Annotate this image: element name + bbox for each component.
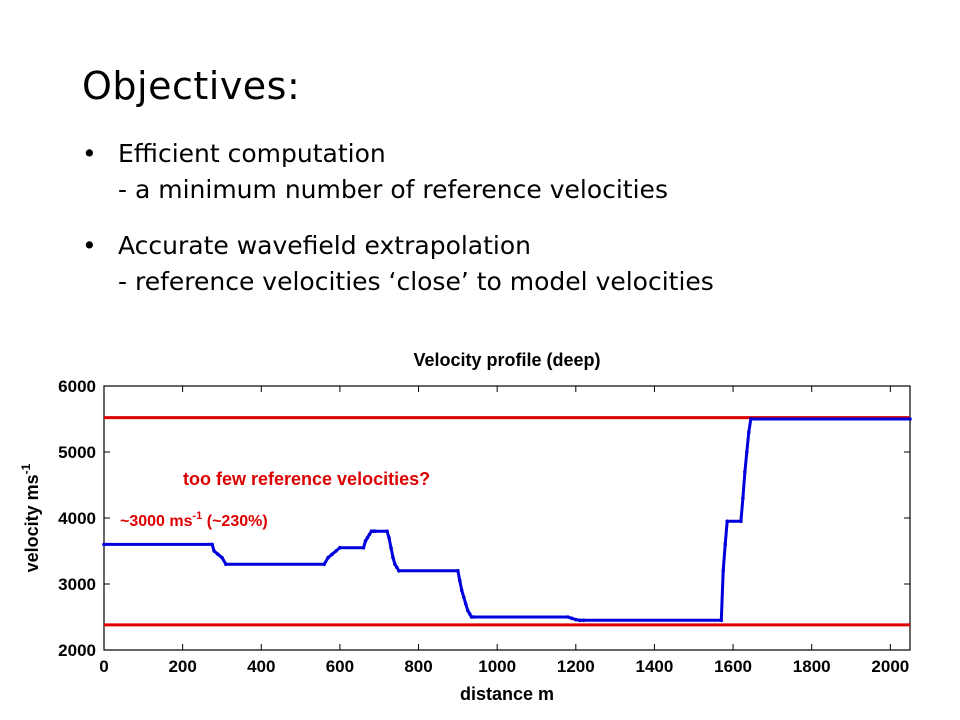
x-tick-label: 1800 xyxy=(793,657,831,676)
bullet-dot-icon: • xyxy=(82,231,97,260)
annotation-range: ~3000 ms-1 (~230%) xyxy=(120,510,268,530)
x-tick-label: 600 xyxy=(326,657,354,676)
velocity-data-point xyxy=(334,549,338,553)
y-tick-label: 6000 xyxy=(58,377,96,396)
velocity-data-point xyxy=(471,615,476,619)
velocity-data-point xyxy=(373,529,378,533)
annotation-too-few: too few reference velocities? xyxy=(183,469,430,489)
x-tick-label: 0 xyxy=(99,657,108,676)
velocity-data-point xyxy=(741,496,745,500)
y-axis: 2000 3000 4000 5000 6000 xyxy=(58,377,910,660)
velocity-data-point xyxy=(739,519,743,524)
velocity-data-point xyxy=(748,417,753,421)
x-axis: 0 200 400 600 800 1000 1200 1400 1600 1800 2000 xyxy=(99,386,909,676)
velocity-data-point xyxy=(465,608,470,613)
annotation-range-superscript: -1 xyxy=(193,510,203,522)
annotation-range-suffix: (~230%) xyxy=(202,513,267,530)
velocity-data-point xyxy=(389,545,393,550)
series-layer xyxy=(102,417,912,623)
y-axis-label-group: velocity ms-1 xyxy=(19,463,42,572)
velocity-data-point xyxy=(397,569,401,573)
velocity-data-point xyxy=(367,532,372,537)
velocity-data-point xyxy=(330,552,334,557)
x-axis-label: distance m xyxy=(460,684,554,704)
x-tick-label: 1000 xyxy=(478,657,516,676)
velocity-data-point xyxy=(216,552,220,557)
velocity-data-point xyxy=(385,529,389,533)
bullet-heading: Efficient computation xyxy=(118,139,386,168)
velocity-data-point xyxy=(458,578,462,583)
velocity-data-point xyxy=(908,417,912,421)
velocity-data-point xyxy=(581,618,586,623)
velocity-data-point xyxy=(326,555,330,560)
velocity-data-point xyxy=(747,430,751,434)
x-tick-label: 1200 xyxy=(557,657,595,676)
x-tick-label: 2000 xyxy=(871,657,909,676)
chart-background xyxy=(0,340,960,720)
velocity-data-point xyxy=(387,536,391,540)
x-tick-label: 1600 xyxy=(714,657,752,676)
y-tick-label: 5000 xyxy=(58,443,96,462)
velocity-data-point xyxy=(725,519,729,524)
velocity-data-point xyxy=(577,618,582,623)
velocity-data-point xyxy=(574,617,578,622)
velocity-data-point xyxy=(224,562,228,566)
slide-title: Objectives: xyxy=(82,64,301,108)
bullet-detail: - reference velocities ‘close’ to model … xyxy=(118,267,714,296)
x-tick-label: 400 xyxy=(247,657,275,676)
velocity-data-point xyxy=(102,542,106,547)
velocity-data-point xyxy=(461,595,466,599)
velocity-data-point xyxy=(456,569,460,573)
y-tick-label: 4000 xyxy=(58,509,96,528)
velocity-data-point xyxy=(210,542,214,547)
velocity-data-point xyxy=(745,450,749,454)
bullet-detail: - a minimum number of reference velociti… xyxy=(118,175,668,204)
x-tick-label: 800 xyxy=(404,657,432,676)
velocity-data-point xyxy=(322,562,326,566)
velocity-data-point xyxy=(463,602,468,606)
x-tick-label: 200 xyxy=(168,657,196,676)
velocity-data-point xyxy=(459,588,464,593)
velocity-data-point xyxy=(363,539,368,543)
velocity-data-point xyxy=(719,618,724,623)
velocity-data-point xyxy=(212,549,216,553)
velocity-data-point xyxy=(361,545,366,550)
velocity-data-point xyxy=(393,562,397,566)
y-tick-label: 2000 xyxy=(58,641,96,660)
velocity-data-point xyxy=(743,470,747,474)
bullet-heading: Accurate wavefield extrapolation xyxy=(118,231,532,260)
velocity-chart-svg: Velocity profile (deep) 2000300040005000… xyxy=(0,340,960,720)
velocity-data-point xyxy=(723,542,728,547)
velocity-data-point xyxy=(391,555,395,560)
velocity-data-point xyxy=(721,569,726,573)
velocity-chart: Velocity profile (deep) 2000 3000 4000 5000… xyxy=(0,340,960,720)
bullet-list: • Efficient computation - a minimum numb… xyxy=(82,136,942,320)
y-axis-label: velocity ms-1 xyxy=(19,463,42,572)
annotation-range-text: ~3000 ms xyxy=(120,513,193,530)
velocity-data-point xyxy=(467,611,472,616)
y-axis-label-text: velocity ms xyxy=(22,474,42,572)
bullet-dot-icon: • xyxy=(82,139,97,168)
velocity-data-point xyxy=(220,555,224,560)
bullet-efficient-computation: • Efficient computation - a minimum numb… xyxy=(82,136,942,208)
velocity-data-point xyxy=(365,536,370,540)
bullet-accurate-extrapolation: • Accurate wavefield extrapolation - ref… xyxy=(82,228,942,300)
velocity-data-point xyxy=(338,545,342,550)
velocity-data-point xyxy=(570,616,574,621)
x-tick-label: 1400 xyxy=(636,657,674,676)
velocity-data-point xyxy=(566,615,570,619)
y-axis-label-superscript: -1 xyxy=(19,463,33,474)
chart-title: Velocity profile (deep) xyxy=(413,350,600,370)
velocity-data-point xyxy=(395,565,399,570)
y-tick-label: 3000 xyxy=(58,575,96,594)
